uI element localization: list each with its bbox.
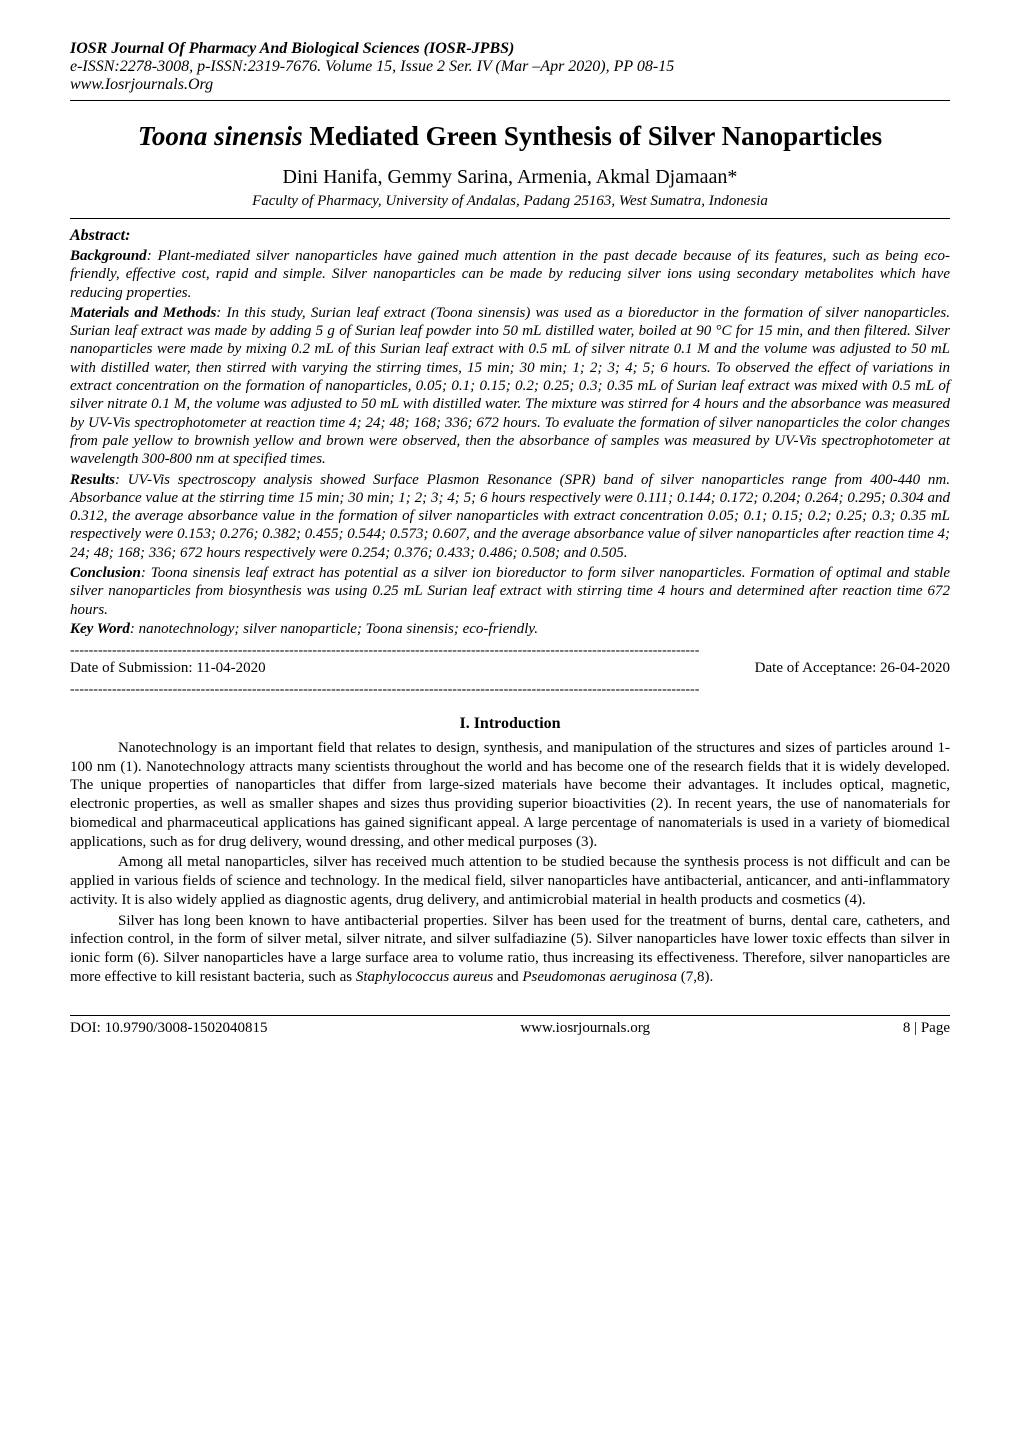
footer-doi: DOI: 10.9790/3008-1502040815	[70, 1020, 268, 1037]
results-text: : UV-Vis spectroscopy analysis showed Su…	[70, 472, 950, 561]
paper-title: Toona sinensis Mediated Green Synthesis …	[70, 121, 950, 152]
p3-species-1: Staphylococcus aureus	[356, 969, 493, 985]
abstract-background: Background: Plant-mediated silver nanopa…	[70, 247, 950, 302]
methods-label: Materials and Methods	[70, 305, 216, 321]
keyword-label: Key Word	[70, 621, 130, 637]
methods-text: : In this study, Surian leaf extract (To…	[70, 305, 950, 467]
date-row: Date of Submission: 11-04-2020 Date of A…	[70, 660, 950, 677]
intro-paragraph-3: Silver has long been known to have antib…	[70, 912, 950, 987]
abstract-conclusion: Conclusion: Toona sinensis leaf extract …	[70, 564, 950, 619]
page-footer: DOI: 10.9790/3008-1502040815 www.iosrjou…	[70, 1020, 950, 1037]
intro-paragraph-2: Among all metal nanoparticles, silver ha…	[70, 853, 950, 909]
introduction-heading: I. Introduction	[70, 715, 950, 733]
journal-name: IOSR Journal Of Pharmacy And Biological …	[70, 40, 950, 58]
background-label: Background	[70, 248, 147, 264]
abstract-methods: Materials and Methods: In this study, Su…	[70, 304, 950, 469]
dashed-separator-bottom: ----------------------------------------…	[70, 683, 950, 697]
header-rule	[70, 100, 950, 101]
affiliation-rule	[70, 218, 950, 219]
conclusion-text: : Toona sinensis leaf extract has potent…	[70, 565, 950, 618]
keyword-text: : nanotechnology; silver nanoparticle; T…	[130, 621, 538, 637]
background-text: : Plant-mediated silver nanoparticles ha…	[70, 248, 950, 301]
acceptance-date: Date of Acceptance: 26-04-2020	[755, 660, 950, 677]
intro-paragraph-1: Nanotechnology is an important field tha…	[70, 739, 950, 852]
journal-url: www.Iosrjournals.Org	[70, 76, 950, 94]
abstract-heading: Abstract:	[70, 227, 950, 245]
abstract-results: Results: UV-Vis spectroscopy analysis sh…	[70, 471, 950, 562]
journal-header: IOSR Journal Of Pharmacy And Biological …	[70, 40, 950, 94]
title-rest: Mediated Green Synthesis of Silver Nanop…	[303, 121, 882, 151]
p3-text-b: and	[493, 969, 522, 985]
journal-issn-line: e-ISSN:2278-3008, p-ISSN:2319-7676. Volu…	[70, 58, 950, 76]
footer-page: 8 | Page	[903, 1020, 950, 1037]
submission-date: Date of Submission: 11-04-2020	[70, 660, 266, 677]
title-italic-species: Toona sinensis	[138, 121, 303, 151]
dashed-separator-top: ----------------------------------------…	[70, 644, 950, 658]
conclusion-label: Conclusion	[70, 565, 141, 581]
footer-site: www.iosrjournals.org	[520, 1020, 650, 1037]
p3-species-2: Pseudomonas aeruginosa	[522, 969, 677, 985]
p3-text-c: (7,8).	[677, 969, 713, 985]
authors-line: Dini Hanifa, Gemmy Sarina, Armenia, Akma…	[70, 166, 950, 189]
results-label: Results	[70, 472, 115, 488]
keywords-line: Key Word: nanotechnology; silver nanopar…	[70, 621, 950, 638]
footer-rule	[70, 1015, 950, 1016]
affiliation: Faculty of Pharmacy, University of Andal…	[70, 193, 950, 210]
